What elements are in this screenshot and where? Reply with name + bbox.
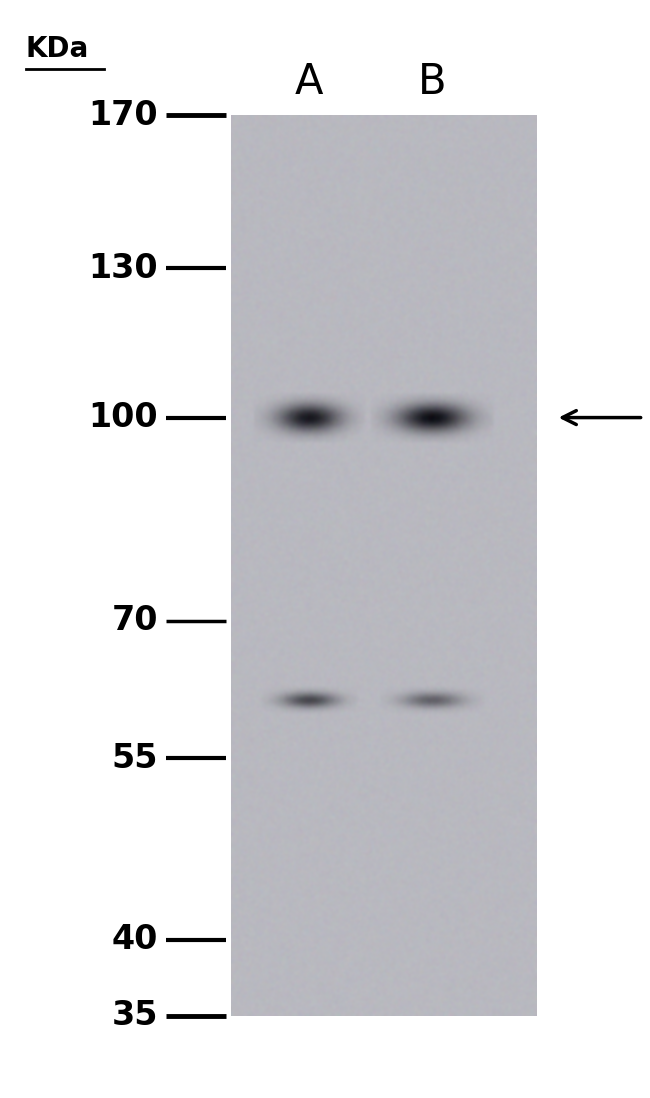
Text: 100: 100 xyxy=(88,401,158,434)
Text: 170: 170 xyxy=(88,99,158,132)
Text: 70: 70 xyxy=(111,604,158,637)
Text: KDa: KDa xyxy=(26,35,89,64)
Text: 55: 55 xyxy=(111,741,158,775)
Text: 130: 130 xyxy=(88,251,158,284)
Text: 40: 40 xyxy=(112,923,158,956)
Text: A: A xyxy=(294,61,323,103)
Text: 35: 35 xyxy=(111,999,158,1032)
Text: B: B xyxy=(418,61,447,103)
